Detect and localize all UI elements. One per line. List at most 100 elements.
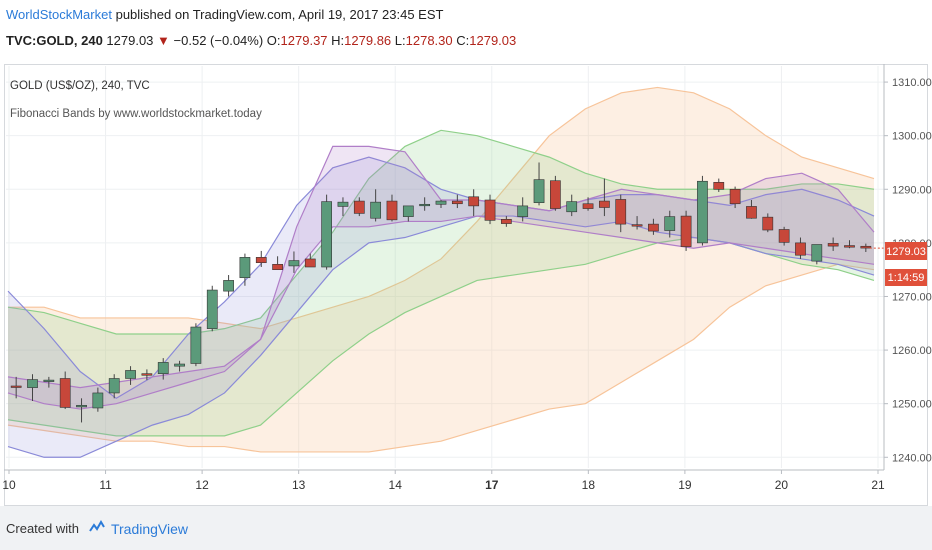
candle-body bbox=[680, 215, 692, 247]
last-price-tag: 1279.03 bbox=[885, 242, 927, 260]
candle bbox=[484, 194, 496, 225]
candle-body bbox=[500, 218, 512, 224]
candle bbox=[321, 194, 332, 270]
candle-body bbox=[484, 199, 496, 221]
legend-indicator: Fibonacci Bands by www.worldstockmarket.… bbox=[10, 108, 262, 120]
candle bbox=[827, 237, 839, 251]
candle bbox=[435, 200, 447, 209]
candle-body bbox=[59, 378, 71, 408]
candle-body bbox=[43, 379, 55, 382]
candle-body bbox=[550, 180, 561, 209]
candles bbox=[10, 162, 884, 423]
green-band-upper bbox=[7, 129, 875, 335]
time-axis[interactable]: 10 11 12 13 14 17 18 19 20 21 bbox=[2, 470, 885, 492]
candle bbox=[631, 216, 643, 230]
candle-body bbox=[778, 229, 790, 243]
candle bbox=[10, 376, 22, 399]
candle bbox=[468, 189, 480, 217]
candle bbox=[419, 197, 431, 211]
candle-body bbox=[141, 373, 153, 376]
low-value: 1278.30 bbox=[405, 33, 453, 48]
candle-body bbox=[337, 201, 349, 207]
price-tick-label: 1290.00 bbox=[892, 184, 932, 196]
green-band-fill bbox=[8, 130, 874, 436]
purple-band-lower bbox=[7, 215, 875, 410]
candle bbox=[108, 374, 120, 399]
created-with: Created with TradingView bbox=[6, 520, 188, 537]
candle-body bbox=[762, 216, 774, 231]
candle bbox=[255, 250, 267, 267]
candle bbox=[533, 162, 545, 206]
candle-body bbox=[844, 245, 855, 248]
time-tick-label: 12 bbox=[195, 478, 209, 492]
time-tick-label: 19 bbox=[678, 478, 692, 492]
candle-body bbox=[827, 243, 839, 247]
candle-body bbox=[402, 205, 414, 217]
created-with-text: Created with bbox=[6, 521, 79, 536]
time-tick-label: 17 bbox=[485, 478, 499, 492]
last-price: 1279.03 bbox=[106, 33, 154, 48]
candle-body bbox=[353, 200, 365, 214]
candle-body bbox=[795, 242, 806, 256]
candle-body bbox=[125, 370, 136, 379]
candle bbox=[615, 194, 627, 233]
published-text: published on TradingView.com, April 19, … bbox=[115, 7, 444, 22]
candle bbox=[795, 237, 806, 259]
candle bbox=[386, 194, 398, 222]
candle bbox=[370, 189, 382, 222]
tradingview-link[interactable]: TradingView bbox=[110, 520, 189, 537]
candle bbox=[599, 178, 610, 217]
chart-header: WorldStockMarket published on TradingVie… bbox=[0, 0, 932, 62]
candle-body bbox=[92, 392, 104, 409]
legend-title: GOLD (US$/OZ), 240, TVC bbox=[10, 80, 150, 92]
candle bbox=[811, 244, 823, 265]
candle bbox=[451, 194, 463, 209]
symbol-line: TVC:GOLD, 240 1279.03 ▼ −0.52 (−0.04%) O… bbox=[6, 33, 516, 48]
candle-body bbox=[860, 245, 872, 249]
candle bbox=[337, 197, 349, 217]
price-change: −0.52 (−0.04%) bbox=[173, 33, 264, 48]
low-label: L: bbox=[394, 33, 406, 48]
candle-body bbox=[664, 216, 676, 231]
candle-body bbox=[533, 179, 545, 203]
time-tick-label: 20 bbox=[775, 478, 789, 492]
down-arrow-icon: ▼ bbox=[157, 33, 170, 48]
candle bbox=[713, 178, 725, 192]
candle bbox=[27, 374, 38, 401]
price-tick-label: 1250.00 bbox=[892, 399, 932, 411]
candle bbox=[206, 285, 218, 332]
candle-body bbox=[746, 206, 757, 219]
candle-body bbox=[566, 201, 578, 213]
candle bbox=[844, 240, 855, 249]
publisher-link[interactable]: WorldStockMarket bbox=[6, 7, 112, 22]
candle bbox=[566, 194, 578, 217]
candle-body bbox=[811, 244, 823, 262]
price-chart[interactable]: 1240.001250.001260.001270.001280.001290.… bbox=[0, 0, 932, 506]
candle-body bbox=[288, 260, 300, 267]
price-tick-label: 1300.00 bbox=[892, 131, 932, 143]
candle-body bbox=[304, 258, 316, 268]
time-tick-label: 21 bbox=[871, 478, 885, 492]
candle bbox=[729, 186, 741, 209]
candle-body bbox=[615, 199, 627, 225]
price-tick-label: 1260.00 bbox=[892, 345, 932, 357]
candle bbox=[680, 210, 692, 251]
candle-body bbox=[697, 180, 708, 244]
close-value: 1279.03 bbox=[469, 33, 517, 48]
candle bbox=[190, 323, 202, 367]
high-value: 1279.86 bbox=[344, 33, 392, 48]
candle-body bbox=[108, 378, 120, 394]
candle-body bbox=[174, 363, 185, 367]
candle-body bbox=[76, 404, 87, 408]
candle bbox=[402, 205, 414, 222]
orange-band-fill bbox=[8, 87, 874, 452]
candle bbox=[697, 175, 708, 246]
candle-body bbox=[370, 201, 382, 219]
candle-body bbox=[255, 257, 267, 264]
close-label: C: bbox=[456, 33, 470, 48]
candle-body bbox=[157, 362, 169, 374]
purple-band-fill bbox=[8, 146, 874, 410]
orange-band-upper bbox=[8, 86, 875, 330]
candle bbox=[288, 251, 300, 273]
candle bbox=[76, 398, 87, 423]
